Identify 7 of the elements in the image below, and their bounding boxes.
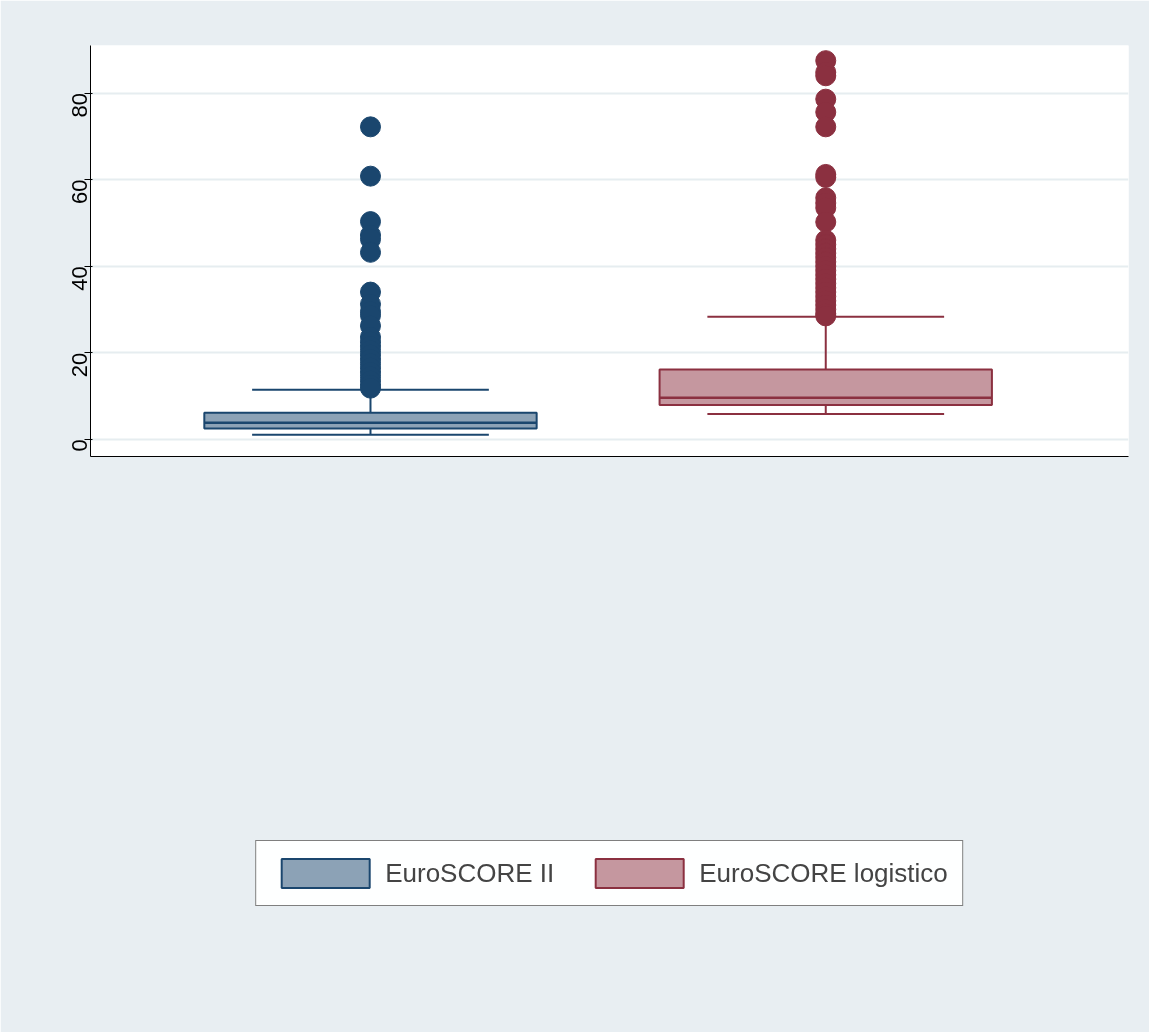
- y-tick-label: 0: [67, 439, 92, 452]
- legend-label: EuroSCORE II: [385, 857, 555, 889]
- y-tick-label: 60: [67, 179, 92, 205]
- y-tick-label: 20: [67, 352, 92, 378]
- legend-label: EuroSCORE logistico: [699, 857, 948, 889]
- y-tick-label: 80: [67, 93, 92, 118]
- y-tick-label: 40: [67, 266, 92, 291]
